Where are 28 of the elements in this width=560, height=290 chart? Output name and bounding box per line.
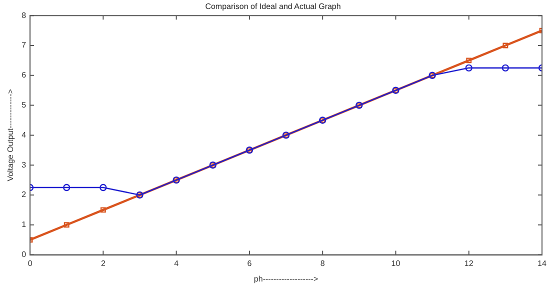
- point: [100, 207, 106, 213]
- point: [100, 184, 107, 192]
- chart-title: Comparison of Ideal and Actual Graph: [205, 2, 341, 12]
- y-tick-label: 8: [22, 10, 27, 20]
- x-tick-label: 8: [320, 258, 326, 268]
- point: [64, 222, 70, 228]
- x-axis-title: ph------------------->: [254, 274, 318, 284]
- point: [502, 42, 508, 48]
- y-tick-label: 1: [22, 220, 27, 230]
- x-tick-label: 0: [28, 258, 33, 268]
- y-tick-label: 6: [22, 70, 27, 80]
- y-tick-label: 0: [22, 250, 27, 260]
- y-tick-label: 2: [22, 190, 27, 200]
- x-tick-label: 2: [100, 258, 106, 268]
- y-tick-label: 3: [22, 160, 27, 170]
- y-axis-title: Voltage Output------------->: [6, 88, 16, 182]
- x-tick-label: 12: [464, 258, 474, 268]
- point: [465, 64, 472, 72]
- y-tick-label: 7: [22, 40, 27, 50]
- y-tick-label: 4: [22, 130, 27, 140]
- point: [502, 64, 510, 72]
- x-tick-label: 6: [247, 258, 252, 268]
- x-tick-label: 4: [174, 258, 180, 268]
- x-tick-label: 10: [391, 258, 401, 268]
- y-tick-label: 5: [22, 100, 27, 110]
- point: [63, 184, 70, 192]
- x-tick-label: 14: [538, 258, 547, 268]
- point: [466, 58, 472, 64]
